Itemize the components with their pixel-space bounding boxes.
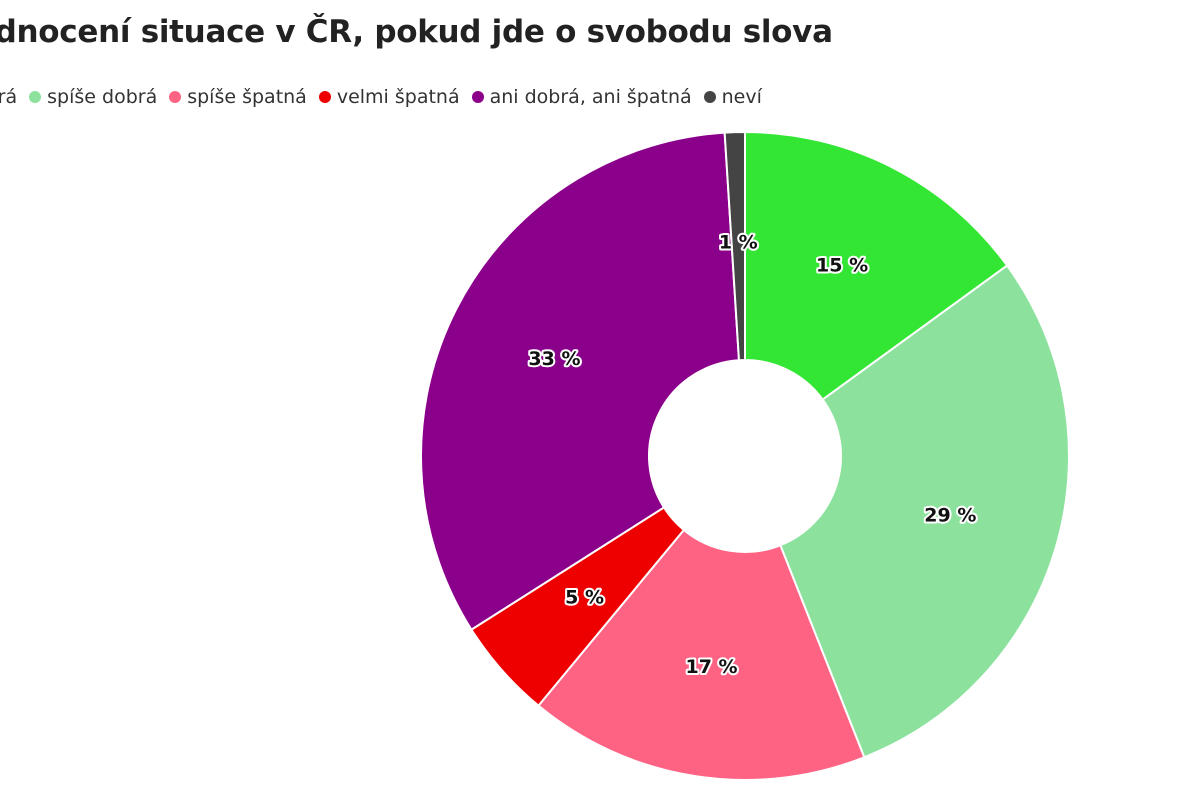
legend-item-ani-dobra-ani-spatna[interactable]: ani dobrá, ani špatná: [471, 86, 692, 108]
slice-velmi-dobra[interactable]: [744, 130, 1009, 401]
legend-marker-icon: [29, 91, 42, 103]
slice-spise-dobra[interactable]: [779, 264, 1070, 759]
legend-item-spise-dobra[interactable]: spíše dobrá: [29, 86, 157, 108]
legend-label: spíše špatná: [187, 86, 307, 108]
data-label-velmi-dobra: 15 %: [816, 254, 868, 276]
legend-item-spise-spatna[interactable]: spíše špatná: [169, 86, 307, 108]
slice-nevi[interactable]: [723, 130, 746, 362]
legend-marker-icon: [169, 91, 182, 103]
legend-marker-icon: [318, 91, 331, 103]
data-label-nevi: 1 %: [719, 231, 758, 253]
data-label-spise-dobra: 29 %: [924, 505, 976, 527]
legend-label: velmi špatná: [336, 86, 460, 108]
data-label-velmi-spatna: 5 %: [565, 586, 604, 608]
legend-item-velmi-dobra[interactable]: obrá: [0, 86, 17, 108]
slice-ani-dobra-ani-spatna[interactable]: [420, 131, 741, 631]
data-label-spise-spatna: 17 %: [686, 656, 738, 678]
legend-marker-icon: [703, 91, 716, 103]
data-label-ani-dobra-ani-spatna: 33 %: [528, 348, 580, 370]
legend-item-velmi-spatna[interactable]: velmi špatná: [318, 86, 460, 108]
legend-label: ani dobrá, ani špatná: [489, 86, 692, 108]
legend-marker-icon: [471, 91, 484, 103]
legend-label: spíše dobrá: [47, 86, 158, 108]
legend-item-nevi[interactable]: neví: [703, 86, 762, 108]
legend-label: neví: [721, 86, 762, 108]
slice-spise-spatna[interactable]: [537, 528, 866, 781]
legend-label: obrá: [0, 86, 18, 108]
chart-title: Hodnocení situace v ČR, pokud jde o svob…: [0, 14, 833, 50]
chart-legend: obrá spíše dobrá spíše špatná velmi špat…: [0, 86, 774, 108]
